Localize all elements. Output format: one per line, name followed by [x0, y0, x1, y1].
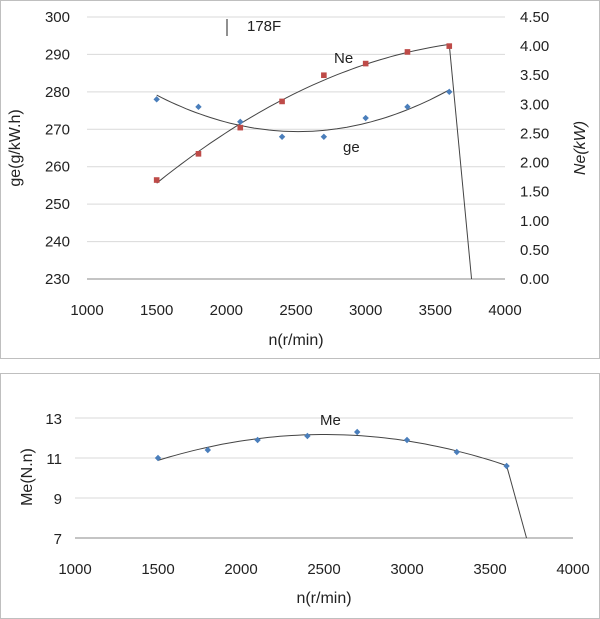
- chart-1-x-tick-label: 2000: [210, 302, 243, 319]
- me-point: [354, 428, 361, 436]
- chart-2-x-tick-label: 1500: [141, 561, 174, 578]
- ge-trendline: [156, 89, 450, 133]
- ne-point: [362, 60, 369, 67]
- ge-point: [362, 114, 369, 122]
- me-point: [254, 436, 261, 444]
- me-point: [154, 454, 162, 462]
- series-label-ge: ge: [343, 139, 360, 156]
- chart-1-right-tick-label: 4.00: [520, 38, 549, 55]
- chart-1-x-tick-label: 2500: [279, 302, 312, 319]
- chart-1-points: [153, 43, 453, 183]
- ne-point: [321, 72, 327, 79]
- chart-1-left-axis-title: ge(g/kW.h): [7, 109, 24, 186]
- ne-point: [446, 43, 453, 49]
- chart-1-x-tick-label: 1000: [70, 302, 103, 319]
- ge-point: [320, 133, 328, 140]
- ne-point: [279, 98, 285, 105]
- chart-1-left-tick-label: 280: [45, 84, 70, 101]
- chart-1-left-tick-label: 300: [45, 9, 70, 26]
- me-point: [503, 462, 510, 470]
- chart-1-right-tick-label: 1.00: [520, 213, 549, 230]
- me-point: [403, 436, 411, 444]
- chart-1-right-tick-label: 0.00: [520, 271, 549, 288]
- me-point: [453, 448, 460, 456]
- chart-1-x-axis-title: n(r/min): [268, 332, 323, 349]
- chart-2-points: [154, 428, 510, 470]
- chart-1-right-tick-label: 3.50: [520, 67, 549, 84]
- chart-2-x-tick-label: 3500: [473, 561, 506, 578]
- chart-1-right-tick-label: 2.50: [520, 125, 549, 142]
- chart-1-right-axis-title: Ne(kW): [572, 121, 589, 175]
- chart-1-right-tick-label: 1.50: [520, 184, 549, 201]
- chart-1-left-tick-label: 260: [45, 159, 70, 176]
- chart-2-y-axis-title: Me(N.n): [19, 448, 36, 506]
- series-label-me: Me: [320, 412, 341, 429]
- chart-2-x-tick-labels: 1000 1500 2000 2500 3000 3500 4000: [58, 561, 589, 578]
- ge-point: [278, 133, 286, 140]
- series-label-ne: Ne: [334, 50, 353, 67]
- chart-1-right-tick-label: 3.00: [520, 96, 549, 113]
- ne-drop-line: [448, 44, 473, 280]
- chart-1-gridlines: [87, 16, 505, 243]
- ne-point: [404, 49, 411, 55]
- ge-point: [153, 96, 160, 103]
- ne-trendline: [156, 43, 450, 184]
- chart-2-x-tick-label: 1000: [58, 561, 91, 578]
- chart-1-title: 178F: [247, 18, 281, 35]
- chart-1-left-tick-label: 290: [45, 46, 70, 63]
- chart-1-right-tick-labels: 0.00 0.50 1.00 1.50 2.00 2.50 3.00 3.50 4.00 4.50: [520, 9, 549, 288]
- me-drop-line: [506, 465, 528, 539]
- chart-2-y-tick-label: 11: [46, 451, 62, 468]
- chart-2-x-tick-label: 3000: [390, 561, 423, 578]
- me-point: [204, 446, 211, 454]
- me-point: [304, 432, 311, 440]
- chart-1-left-tick-label: 270: [45, 121, 70, 138]
- ne-point: [195, 151, 202, 157]
- ge-point: [237, 118, 244, 125]
- ge-point: [404, 103, 411, 111]
- chart-2-y-tick-label: 9: [54, 491, 62, 508]
- ne-point: [237, 124, 244, 131]
- chart-1-right-tick-label: 0.50: [520, 242, 549, 259]
- chart-2-x-tick-label: 4000: [556, 561, 589, 578]
- chart-1-frame: [0, 0, 600, 359]
- chart-1-left-tick-labels: 230 240 250 260 270 280 290 300: [45, 9, 70, 288]
- chart-2-x-axis-title: n(r/min): [296, 590, 351, 607]
- ge-point: [195, 103, 202, 111]
- chart-1-trendlines: [156, 43, 473, 280]
- chart-1-right-tick-label: 4.50: [520, 9, 549, 26]
- chart-1-right-tick-label: 2.00: [520, 155, 549, 172]
- chart-2-y-tick-label: 13: [45, 411, 62, 428]
- chart-1-x-tick-label: 3500: [419, 302, 452, 319]
- chart-1-left-tick-label: 230: [45, 271, 70, 288]
- ne-point: [153, 177, 160, 183]
- chart-2-y-tick-label: 7: [54, 531, 62, 548]
- chart-2-trendlines: [157, 434, 528, 539]
- chart-2-frame: [0, 373, 600, 619]
- chart-2-x-tick-label: 2500: [307, 561, 340, 578]
- chart-1-x-tick-label: 4000: [488, 302, 521, 319]
- chart-1-x-tick-labels: 1000 1500 2000 2500 3000 3500 4000: [70, 302, 521, 319]
- chart-1-x-tick-label: 1500: [140, 302, 173, 319]
- me-trendline: [157, 434, 507, 467]
- chart-1-left-tick-label: 240: [45, 234, 70, 251]
- chart-1-left-tick-label: 250: [45, 196, 70, 213]
- chart-1-x-tick-label: 3000: [349, 302, 382, 319]
- chart-2-y-tick-labels: 7 9 11 13: [45, 411, 62, 548]
- chart-2-x-tick-label: 2000: [224, 561, 257, 578]
- ge-point: [446, 88, 453, 96]
